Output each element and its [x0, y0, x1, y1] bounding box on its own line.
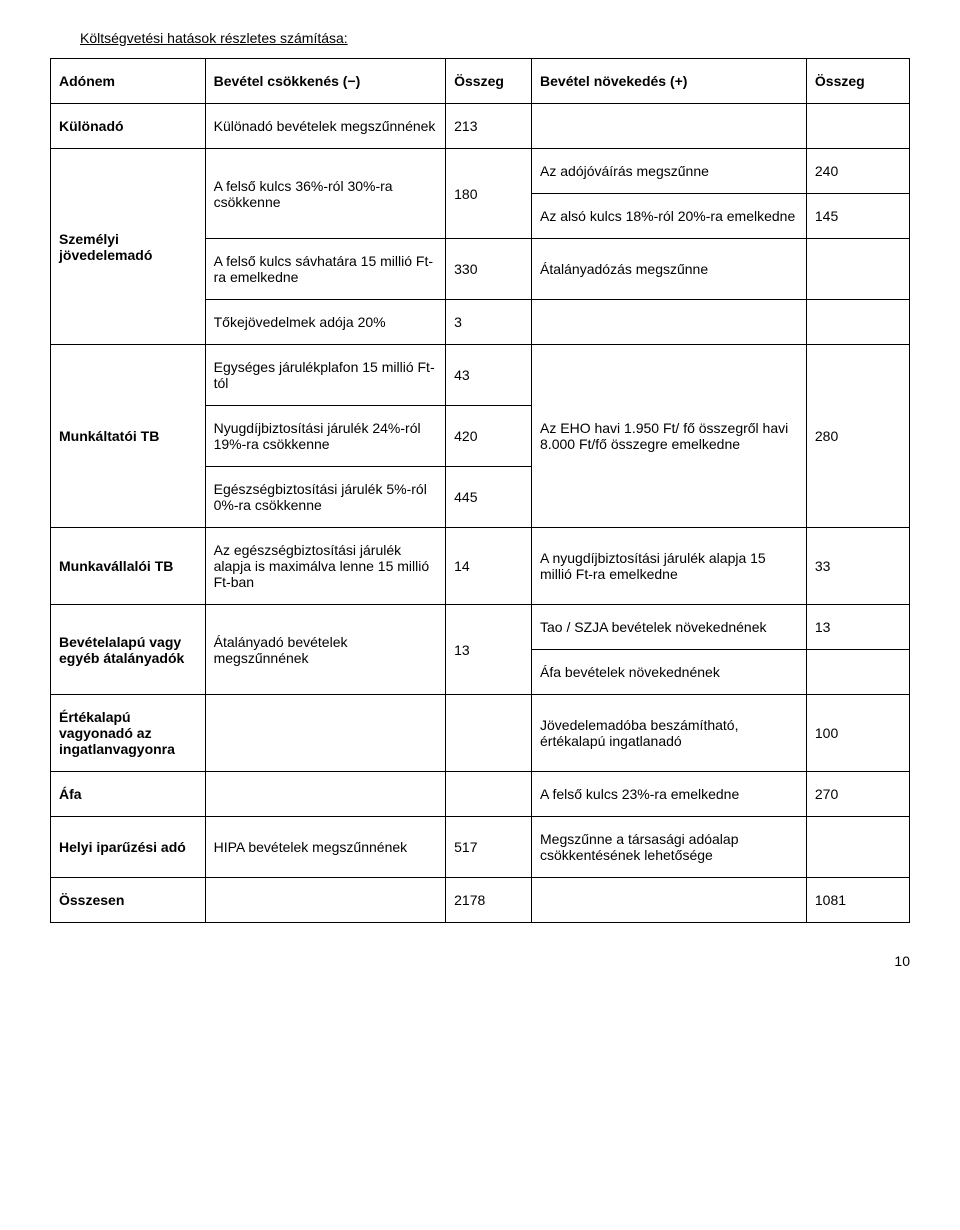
table-row: Összesen 2178 1081: [51, 878, 910, 923]
cell-desc: HIPA bevételek megszűnnének: [205, 817, 446, 878]
budget-table: Adónem Bevétel csökkenés (−) Összeg Bevé…: [50, 58, 910, 923]
cell-desc: Az egészségbiztosítási járulék alapja is…: [205, 528, 446, 605]
cell-empty: [446, 772, 532, 817]
cell-inc: Az alsó kulcs 18%-ról 20%-ra emelkedne: [532, 194, 807, 239]
cell-empty: [205, 772, 446, 817]
cell-label: Bevételalapú vagy egyéb átalányadók: [51, 605, 206, 695]
cell-val: 1081: [806, 878, 909, 923]
cell-empty: [532, 300, 807, 345]
cell-desc: A felső kulcs sávhatára 15 millió Ft-ra …: [205, 239, 446, 300]
cell-incval: 13: [806, 605, 909, 650]
cell-empty: [806, 239, 909, 300]
cell-incval: 270: [806, 772, 909, 817]
cell-incval: 100: [806, 695, 909, 772]
header-increase: Bevétel növekedés (+): [532, 59, 807, 104]
cell-empty: [806, 650, 909, 695]
cell-label: Helyi iparűzési adó: [51, 817, 206, 878]
cell-label: Személyi jövedelemadó: [51, 149, 206, 345]
cell-desc: Tőkejövedelmek adója 20%: [205, 300, 446, 345]
cell-empty: [205, 695, 446, 772]
page-number: 10: [50, 953, 910, 969]
cell-empty: [532, 104, 807, 149]
cell-inc: Átalányadózás megszűnne: [532, 239, 807, 300]
cell-empty: [532, 878, 807, 923]
table-row: Személyi jövedelemadó A felső kulcs 36%-…: [51, 149, 910, 194]
cell-label: Összesen: [51, 878, 206, 923]
cell-val: 43: [446, 345, 532, 406]
cell-label: Áfa: [51, 772, 206, 817]
cell-label: Értékalapú vagyonadó az ingatlanvagyonra: [51, 695, 206, 772]
cell-val: 2178: [446, 878, 532, 923]
header-amount2: Összeg: [806, 59, 909, 104]
cell-empty: [446, 695, 532, 772]
cell-val: 3: [446, 300, 532, 345]
cell-incval: 33: [806, 528, 909, 605]
cell-val: 330: [446, 239, 532, 300]
cell-label: Munkáltatói TB: [51, 345, 206, 528]
cell-val: 213: [446, 104, 532, 149]
cell-inc: Az EHO havi 1.950 Ft/ fő összegről havi …: [532, 345, 807, 528]
cell-desc: Egészségbiztosítási járulék 5%-ról 0%-ra…: [205, 467, 446, 528]
cell-desc: Különadó bevételek megszűnnének: [205, 104, 446, 149]
cell-inc: A felső kulcs 23%-ra emelkedne: [532, 772, 807, 817]
table-row: Bevételalapú vagy egyéb átalányadók Átal…: [51, 605, 910, 650]
cell-incval: 240: [806, 149, 909, 194]
cell-inc: Tao / SZJA bevételek növekednének: [532, 605, 807, 650]
table-row: Helyi iparűzési adó HIPA bevételek megsz…: [51, 817, 910, 878]
cell-val: 445: [446, 467, 532, 528]
cell-desc: Nyugdíjbiztosítási járulék 24%-ról 19%-r…: [205, 406, 446, 467]
cell-desc: A felső kulcs 36%-ról 30%-ra csökkenne: [205, 149, 446, 239]
table-header-row: Adónem Bevétel csökkenés (−) Összeg Bevé…: [51, 59, 910, 104]
cell-label: Munkavállalói TB: [51, 528, 206, 605]
header-adonem: Adónem: [51, 59, 206, 104]
cell-val: 14: [446, 528, 532, 605]
page-title: Költségvetési hatások részletes számítás…: [80, 30, 910, 46]
header-decrease: Bevétel csökkenés (−): [205, 59, 446, 104]
cell-val: 180: [446, 149, 532, 239]
cell-inc: Jövedelemadóba beszámítható, értékalapú …: [532, 695, 807, 772]
cell-empty: [806, 817, 909, 878]
cell-label: Különadó: [51, 104, 206, 149]
cell-val: 13: [446, 605, 532, 695]
cell-val: 517: [446, 817, 532, 878]
cell-val: 420: [446, 406, 532, 467]
cell-empty: [806, 300, 909, 345]
cell-desc: Egységes járulékplafon 15 millió Ft-tól: [205, 345, 446, 406]
cell-incval: 145: [806, 194, 909, 239]
cell-empty: [205, 878, 446, 923]
cell-incval: 280: [806, 345, 909, 528]
cell-inc: Az adójóváírás megszűnne: [532, 149, 807, 194]
table-row: Különadó Különadó bevételek megszűnnének…: [51, 104, 910, 149]
table-row: Áfa A felső kulcs 23%-ra emelkedne 270: [51, 772, 910, 817]
cell-desc: Átalányadó bevételek megszűnnének: [205, 605, 446, 695]
cell-empty: [806, 104, 909, 149]
table-row: Értékalapú vagyonadó az ingatlanvagyonra…: [51, 695, 910, 772]
cell-inc: Megszűnne a társasági adóalap csökkentés…: [532, 817, 807, 878]
table-row: Munkáltatói TB Egységes járulékplafon 15…: [51, 345, 910, 406]
cell-inc: Áfa bevételek növekednének: [532, 650, 807, 695]
header-amount1: Összeg: [446, 59, 532, 104]
cell-inc: A nyugdíjbiztosítási járulék alapja 15 m…: [532, 528, 807, 605]
table-row: Munkavállalói TB Az egészségbiztosítási …: [51, 528, 910, 605]
